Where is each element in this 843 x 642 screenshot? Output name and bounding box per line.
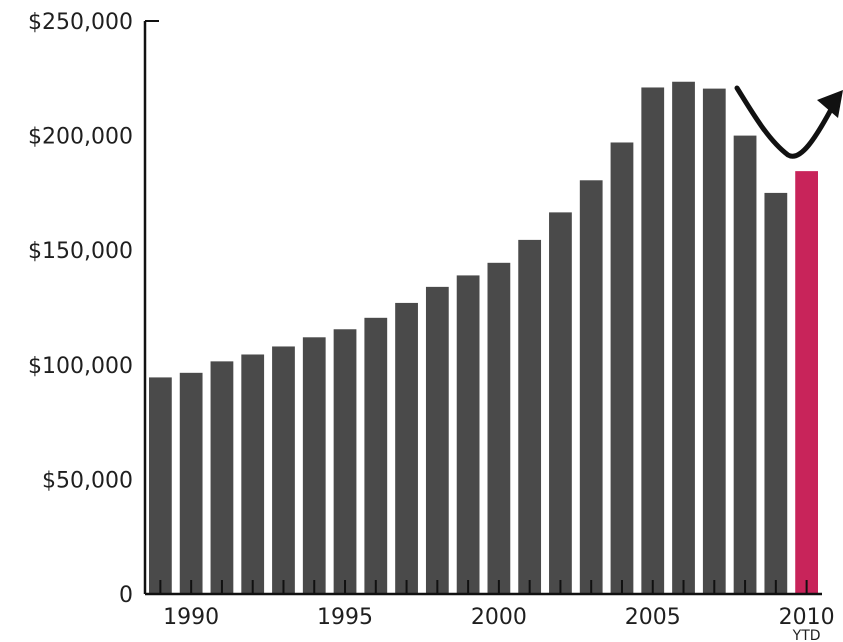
bar-2003 <box>579 180 603 595</box>
bar-1996 <box>364 317 388 594</box>
x-tick-label: 2010 <box>779 605 835 630</box>
bar-1989 <box>149 377 172 594</box>
y-tick-label: $150,000 <box>28 239 133 264</box>
bar-1998 <box>425 286 449 594</box>
bar-1999 <box>456 275 480 594</box>
bar-1994 <box>302 337 326 594</box>
x-tick-sublabel: YTD <box>792 628 821 642</box>
bar-2002 <box>549 212 572 594</box>
bar-2001 <box>518 239 542 594</box>
bar-1990 <box>179 372 203 594</box>
x-tick-label: 2000 <box>471 605 527 630</box>
x-tick-label: 2005 <box>625 605 681 630</box>
bar-1991 <box>210 361 234 594</box>
bar-1995 <box>333 329 357 594</box>
bar-2008 <box>733 135 757 594</box>
y-tick-label: $50,000 <box>42 468 133 493</box>
bar-1997 <box>395 302 418 594</box>
bar-2004 <box>610 142 634 595</box>
y-tick-label: 0 <box>119 583 133 608</box>
y-tick-label: $250,000 <box>28 10 133 35</box>
bar-1992 <box>241 354 265 594</box>
bar-2000 <box>487 262 511 594</box>
bar-2005 <box>641 87 665 594</box>
y-tick-label: $100,000 <box>28 354 133 379</box>
trend-arrow-head-icon <box>817 90 843 118</box>
y-axis: 0 $50,000 $100,000 $150,000 $200,000 $250,000 <box>28 10 159 608</box>
trend-arrow <box>734 85 838 159</box>
bar-2006 <box>672 81 695 595</box>
x-tick-label: 1990 <box>163 605 219 630</box>
bars <box>149 81 818 595</box>
bar-highlight-2010 <box>795 171 818 594</box>
bar-1993 <box>272 346 295 594</box>
x-tick-label: 1995 <box>317 605 373 630</box>
annotations <box>734 85 843 159</box>
bar-2009 <box>764 192 788 594</box>
bar-2007 <box>702 88 726 595</box>
y-tick-label: $200,000 <box>28 125 133 150</box>
